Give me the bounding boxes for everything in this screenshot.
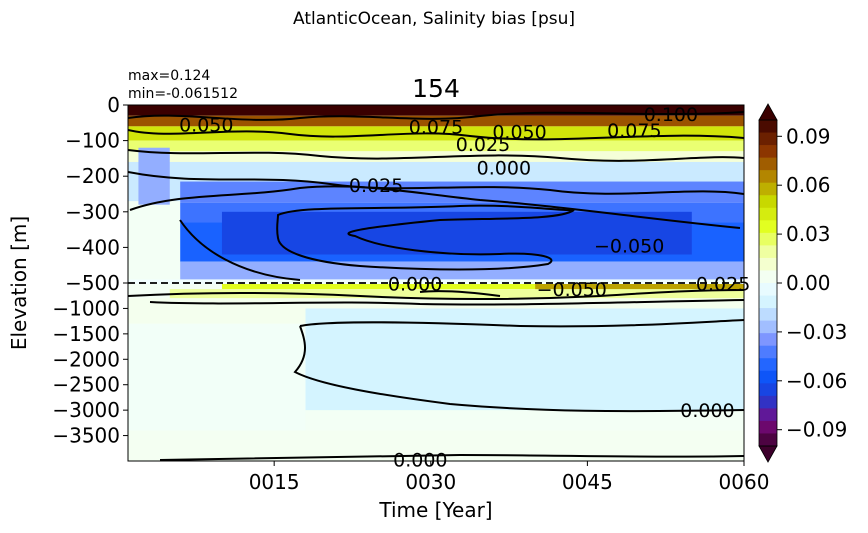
colorbar-segment bbox=[759, 182, 777, 196]
heatmap-cell bbox=[128, 323, 306, 431]
colorbar-segment bbox=[759, 207, 777, 221]
x-tick-label: 0060 bbox=[719, 470, 770, 494]
heatmap-cell bbox=[535, 284, 744, 291]
max-stat: max=0.124 bbox=[128, 68, 210, 84]
contour-labels: 0.050 0.075 0.050 0.0750.1000.0250.000−0.02… bbox=[179, 104, 750, 472]
colorbar-segment bbox=[759, 408, 777, 422]
contour-label: −0.050 bbox=[537, 279, 607, 301]
contour-label: 0.000 bbox=[393, 449, 447, 471]
colorbar-segment bbox=[759, 232, 777, 246]
x-tick-label: 0015 bbox=[249, 470, 300, 494]
colorbar-segment bbox=[759, 157, 777, 171]
colorbar-segment bbox=[759, 358, 777, 372]
min-stat: min=-0.061512 bbox=[128, 86, 238, 102]
colorbar-segment bbox=[759, 257, 777, 272]
contour-label: 0.000 bbox=[388, 274, 442, 296]
colorbar-segment bbox=[759, 420, 777, 435]
x-axis-label: Time [Year] bbox=[378, 498, 492, 522]
colorbar bbox=[758, 103, 778, 463]
colorbar-segment bbox=[759, 370, 777, 384]
figure-suptitle: AtlanticOcean, Salinity bias [psu] bbox=[293, 9, 575, 29]
contour-label: 0.050 bbox=[492, 122, 546, 144]
colorbar-segment bbox=[759, 320, 777, 334]
colorbar-tick-label: −0.06 bbox=[786, 369, 847, 393]
contour-label: −0.025 bbox=[333, 175, 403, 197]
contour-label: 0.100 bbox=[644, 104, 698, 126]
colorbar-segment bbox=[759, 132, 777, 146]
colorbar-segment bbox=[759, 120, 777, 134]
x-axis-ticks: 0015 0030 0045 0060 bbox=[249, 461, 770, 494]
contour-label: 0.025 bbox=[456, 134, 510, 156]
y-tick-label: −300 bbox=[65, 200, 120, 224]
y-axis-ticks: 0 −100 −200 −300 −400 −500−1000−1500−2000−250… bbox=[52, 93, 128, 448]
plot-title: 154 bbox=[412, 74, 460, 103]
contour-label: 0.075 bbox=[607, 120, 661, 142]
colorbar-tick-label: 0.06 bbox=[786, 173, 831, 197]
colorbar-tick-label: 0.03 bbox=[786, 222, 831, 246]
colorbar-extend-top bbox=[758, 103, 778, 121]
colorbar-tick-label: 0.00 bbox=[786, 271, 831, 295]
y-tick-label: −200 bbox=[65, 164, 120, 188]
y-tick-label: −3000 bbox=[52, 398, 120, 422]
y-axis-label: Elevation [m] bbox=[7, 216, 31, 350]
contour-label: 0.000 bbox=[477, 157, 531, 179]
colorbar-segment bbox=[759, 220, 777, 234]
y-tick-label: −1500 bbox=[52, 322, 120, 346]
colorbar-segment bbox=[759, 345, 777, 359]
colorbar-segment bbox=[759, 245, 777, 259]
colorbar-segment bbox=[759, 295, 777, 309]
contour-label: 0.025 bbox=[696, 274, 750, 296]
contour-label: 0.075 bbox=[409, 116, 463, 138]
colorbar-segment bbox=[759, 195, 777, 209]
colorbar-tick-label: −0.03 bbox=[786, 320, 847, 344]
y-tick-label: −1000 bbox=[52, 296, 120, 320]
colorbar-segment bbox=[759, 308, 777, 322]
y-tick-label: −2500 bbox=[52, 373, 120, 397]
heatmap-cell bbox=[221, 284, 744, 290]
colorbar-segment bbox=[759, 270, 777, 284]
colorbar-segment bbox=[759, 333, 777, 347]
y-tick-label: −2000 bbox=[52, 347, 120, 371]
colorbar-tick-label: −0.09 bbox=[786, 418, 847, 442]
heatmap-cell bbox=[128, 105, 744, 116]
colorbar-extend-bottom bbox=[758, 445, 778, 463]
heatmap-cell bbox=[169, 289, 744, 299]
contour-lines bbox=[128, 111, 744, 461]
colorbar-segment bbox=[759, 170, 777, 184]
y-tick-label: −3500 bbox=[52, 424, 120, 448]
y-tick-label: −400 bbox=[65, 235, 120, 259]
heatmap-cell bbox=[128, 140, 744, 152]
x-tick-label: 0030 bbox=[405, 470, 456, 494]
colorbar-ticks: 0.09 0.06 0.03 0.00 −0.03 −0.06 −0.09 bbox=[777, 124, 847, 442]
contour-label: 0.000 bbox=[680, 400, 734, 422]
contour-label: 0.050 bbox=[179, 115, 233, 137]
colorbar-tick-label: 0.09 bbox=[786, 124, 831, 148]
y-tick-label: −500 bbox=[65, 271, 120, 295]
colorbar-segment bbox=[759, 145, 777, 159]
x-tick-label: 0045 bbox=[562, 470, 613, 494]
heatmap-cell bbox=[128, 115, 744, 127]
colorbar-segment bbox=[759, 283, 777, 297]
y-tick-label: 0 bbox=[107, 93, 120, 117]
colorbar-segment bbox=[759, 395, 777, 409]
colorbar-segment bbox=[759, 383, 777, 397]
contour-label: −0.050 bbox=[594, 236, 664, 258]
colorbar-segment bbox=[759, 433, 777, 447]
y-tick-label: −100 bbox=[65, 129, 120, 153]
heatmap-cell bbox=[180, 261, 744, 280]
heatmap-cell bbox=[128, 279, 744, 285]
